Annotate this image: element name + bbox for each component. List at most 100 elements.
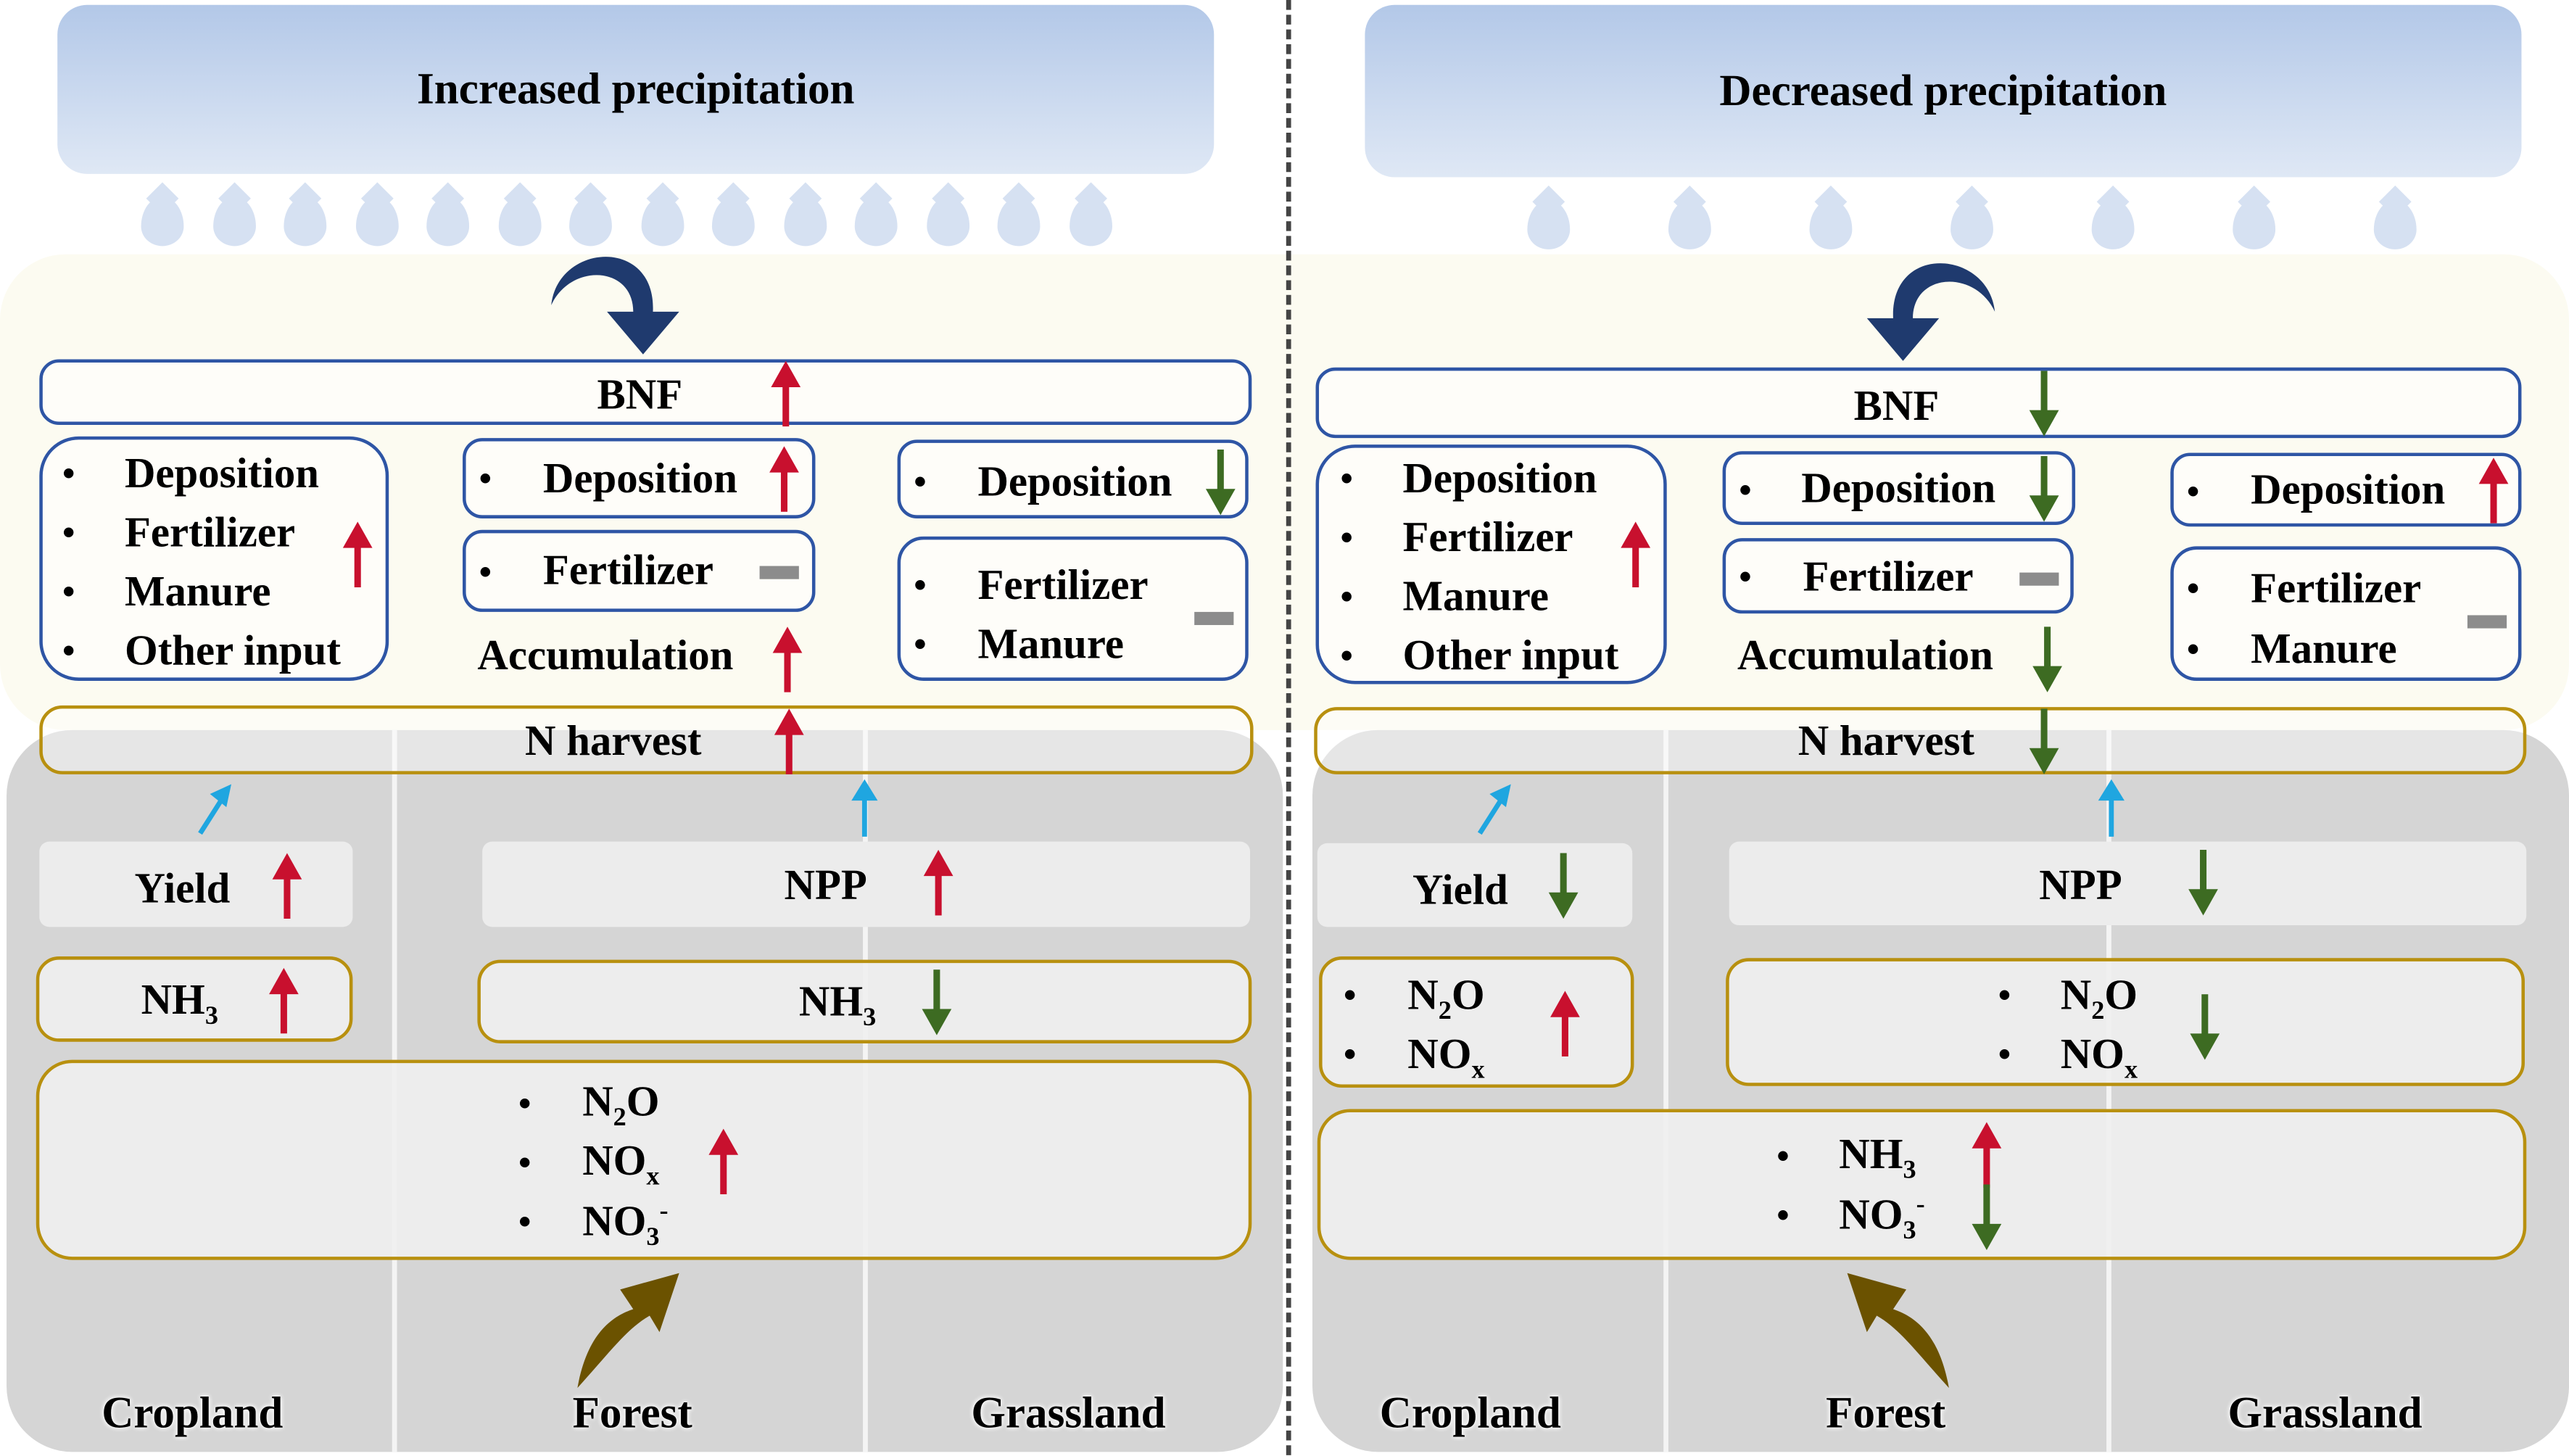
grassland-deposition-box <box>897 439 1249 518</box>
npp-box <box>1729 841 2527 926</box>
bnf-box <box>1315 367 2522 439</box>
raindrop-icon <box>569 197 612 247</box>
trend-arrow-icon <box>2026 371 2062 437</box>
npp-box <box>482 841 1251 927</box>
grassland-inputs-box <box>897 536 1249 681</box>
raindrop-icon <box>1950 200 1993 249</box>
n-harvest-box <box>39 705 1254 774</box>
forest-label: Forest <box>1826 1388 1946 1437</box>
uptake-arrow-icon <box>198 784 232 835</box>
forest-label: Forest <box>572 1388 692 1437</box>
input-item: Fertilizer <box>2251 564 2422 612</box>
raindrop-icon <box>284 197 327 247</box>
panel-separator <box>1286 0 1291 1455</box>
soil-n-curved-arrow-icon <box>1847 1273 1949 1389</box>
bullet: • <box>62 511 75 553</box>
raindrop-icon <box>1668 200 1711 249</box>
bullet: • <box>1340 516 1353 558</box>
input-item: Fertilizer <box>1402 513 1573 561</box>
input-item: Other input <box>124 626 341 674</box>
raindrop-icon <box>426 197 470 247</box>
bullet: • <box>1998 974 2011 1016</box>
bullet: • <box>1340 634 1353 677</box>
bullet: • <box>62 452 75 495</box>
input-item: Other input <box>1402 632 1619 679</box>
bnf-curved-arrow-icon <box>1866 263 1995 361</box>
n-losses-box <box>36 1059 1252 1260</box>
input-item: Deposition <box>124 449 319 497</box>
trend-arrow-icon <box>1545 853 1581 919</box>
trend-arrow-icon <box>766 446 803 512</box>
bullet: • <box>914 460 927 502</box>
raindrop-icon <box>783 197 827 247</box>
divider <box>2106 729 2111 1452</box>
trend-arrow-icon <box>1969 1122 2005 1188</box>
forest-fertilizer-box <box>463 529 816 612</box>
vegetation-zone <box>0 254 2569 730</box>
forest-accumulation-label: Accumulation <box>1737 632 1993 679</box>
increased-precipitation-header: Increased precipitation <box>57 4 1215 174</box>
nox-label: NOx <box>582 1136 660 1191</box>
bullet: • <box>914 564 927 605</box>
bullet: • <box>518 1201 531 1242</box>
grassland-inputs-box <box>2170 546 2522 681</box>
raindrop-icon <box>141 197 184 247</box>
uptake-arrow-icon <box>851 779 878 837</box>
trend-arrow-icon <box>2187 994 2223 1060</box>
nh3-label: NH3 <box>1839 1130 1916 1185</box>
input-item: Manure <box>2251 625 2397 673</box>
no3-label: NO3- <box>582 1197 669 1252</box>
nh3-label: NH3 <box>798 977 877 1033</box>
trend-arrow-icon <box>2026 455 2062 522</box>
bullet: • <box>1776 1194 1790 1236</box>
bullet: • <box>1739 469 1752 510</box>
uptake-arrow-icon <box>2098 779 2125 837</box>
cropland-nh3-box <box>36 956 353 1042</box>
header-title: Decreased precipitation <box>1719 65 2167 115</box>
raindrop-icon <box>2373 200 2417 249</box>
npp-label: NPP <box>2039 861 2122 909</box>
bullet: • <box>1776 1135 1790 1177</box>
input-item: Manure <box>1402 572 1549 621</box>
raindrop-icon <box>854 197 898 247</box>
bnf-label: BNF <box>1853 382 1940 430</box>
raindrop-icon <box>2233 200 2276 249</box>
bullet: • <box>479 458 492 499</box>
forest-fertilizer-label: Fertilizer <box>1803 553 1974 601</box>
raindrop-icon <box>1809 200 1853 249</box>
soil-n-curved-arrow-icon <box>577 1273 679 1389</box>
trend-dash-icon <box>759 538 799 604</box>
bullet: • <box>62 629 75 671</box>
bullet: • <box>1340 576 1353 617</box>
bullet: • <box>1998 1033 2011 1075</box>
trend-arrow-icon <box>1547 990 1584 1057</box>
bullet: • <box>914 623 927 665</box>
bullet: • <box>2186 567 2200 609</box>
trend-arrow-icon <box>706 1128 742 1195</box>
trend-arrow-icon <box>269 853 305 919</box>
raindrop-icon <box>355 197 398 247</box>
bullet: • <box>518 1083 531 1124</box>
bullet: • <box>1739 555 1752 597</box>
forest-fertilizer-box <box>1722 538 2074 614</box>
input-item: Manure <box>124 567 271 616</box>
grassland-deposition-label: Deposition <box>2251 466 2446 514</box>
nox-label: NOx <box>1407 1030 1485 1085</box>
bullet: • <box>1340 458 1353 499</box>
trend-arrow-icon <box>769 626 806 692</box>
cropland-inputs-box <box>1315 444 1667 684</box>
trend-arrow-icon <box>1202 449 1238 516</box>
trend-arrow-icon <box>919 969 955 1035</box>
trend-arrow-icon <box>2026 708 2062 774</box>
cropland-label: Cropland <box>1379 1388 1561 1437</box>
trend-dash-icon <box>1194 584 1234 650</box>
input-item: Fertilizer <box>977 561 1149 609</box>
raindrop-icon <box>1069 197 1112 247</box>
grassland-deposition-label: Deposition <box>977 458 1172 505</box>
input-item: Manure <box>977 620 1124 668</box>
bullet: • <box>62 571 75 612</box>
bullet: • <box>479 551 492 592</box>
bullet: • <box>1343 1033 1357 1075</box>
raindrop-icon <box>2091 200 2135 249</box>
grassland-label: Grassland <box>971 1388 1166 1437</box>
